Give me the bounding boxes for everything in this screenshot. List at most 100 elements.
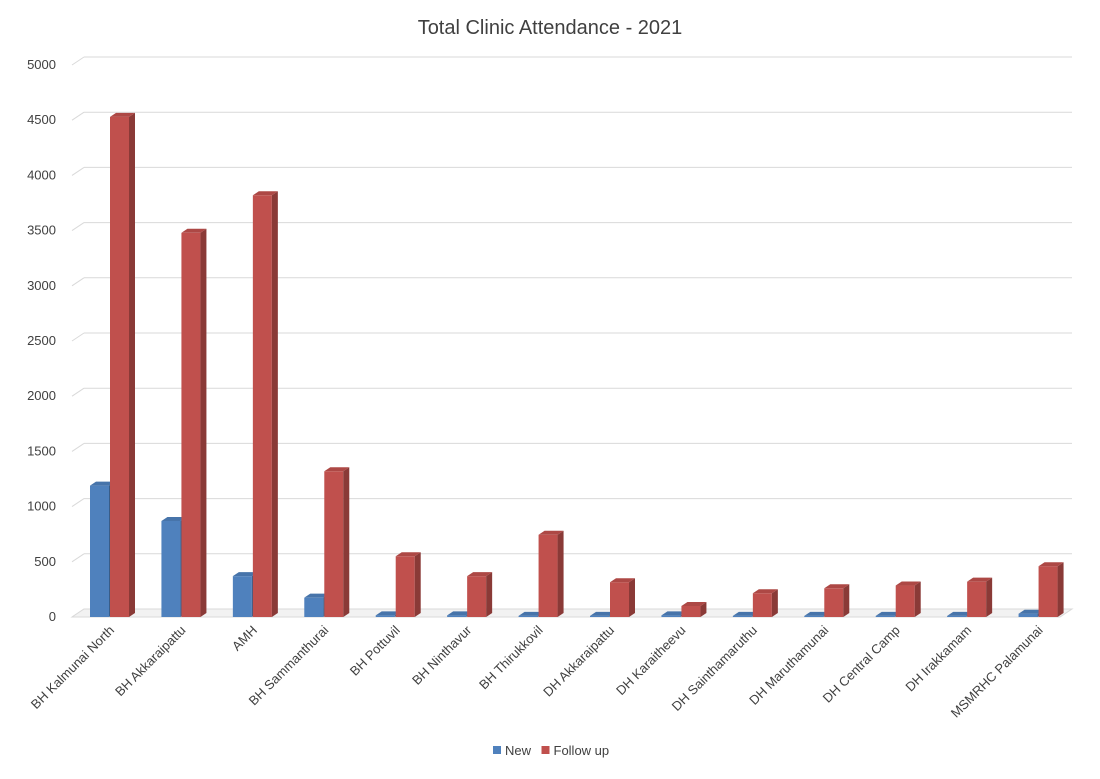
gridline-connector xyxy=(71,166,85,176)
bar-top xyxy=(304,593,330,598)
bar-front xyxy=(375,615,395,617)
bar-follow-up-bh-ninthavur xyxy=(467,572,493,617)
bar-side xyxy=(986,577,993,617)
bar-top xyxy=(232,572,258,577)
bar-top xyxy=(967,577,993,582)
bar-side xyxy=(129,112,135,617)
bar-front xyxy=(752,593,772,617)
x-tick-label-bh-kalmunai-north: BH Kalmunai North xyxy=(28,623,117,712)
bar-front xyxy=(967,581,987,617)
bar-top xyxy=(395,552,421,557)
bar-front xyxy=(467,576,487,617)
bar-side xyxy=(914,581,921,617)
bar-follow-up-dh-central-camp xyxy=(895,581,921,617)
gridline-connector xyxy=(71,442,85,452)
bar-top xyxy=(610,578,635,583)
bar-follow-up-dh-maruthamunai xyxy=(824,584,850,617)
legend-swatch-follow-up xyxy=(541,746,550,754)
bar-front xyxy=(324,471,344,617)
bar-front xyxy=(1038,566,1058,617)
bar-side xyxy=(343,467,350,617)
bar-front xyxy=(252,195,272,617)
gridline-connector xyxy=(71,553,85,563)
bar-top xyxy=(732,611,758,616)
bar-side xyxy=(1057,562,1064,617)
y-tick-label: 500 xyxy=(34,554,56,569)
gridline-connector xyxy=(71,56,85,66)
legend-label-follow-up: Follow up xyxy=(554,743,610,758)
bar-front xyxy=(110,116,129,617)
gridlines xyxy=(71,56,1072,618)
bar-follow-up-bh-akkaraipattu xyxy=(181,228,207,618)
bar-follow-up-amh xyxy=(252,191,278,617)
bar-side xyxy=(557,530,564,617)
bar-side xyxy=(271,191,278,617)
bar-front xyxy=(518,615,538,617)
gridline-connector xyxy=(71,111,85,121)
y-tick-label: 1000 xyxy=(27,499,56,514)
bar-top xyxy=(895,581,921,586)
bar-front xyxy=(895,585,915,617)
x-tick-label-dh-central-camp: DH Central Camp xyxy=(820,623,903,706)
legend-swatch-new xyxy=(493,746,501,754)
chart-floor xyxy=(70,608,1074,618)
bar-front xyxy=(161,520,181,617)
bar-side xyxy=(414,552,421,617)
bar-front xyxy=(590,615,609,617)
y-tick-label: 5000 xyxy=(27,57,56,72)
y-tick-label: 2000 xyxy=(27,388,56,403)
bar-top xyxy=(681,601,707,606)
bar-top xyxy=(661,611,687,616)
bar-front xyxy=(824,588,844,617)
bar-front xyxy=(181,232,201,618)
bar-top xyxy=(824,584,850,589)
bar-front xyxy=(610,582,629,617)
bar-follow-up-dh-sainthamaruthu xyxy=(752,589,778,617)
bar-front xyxy=(661,615,681,617)
bar-top xyxy=(467,572,493,577)
y-tick-label: 4000 xyxy=(27,167,56,182)
bar-top xyxy=(252,191,278,196)
y-tick-label: 2500 xyxy=(27,333,56,348)
x-tick-label-amh: AMH xyxy=(229,623,260,654)
bar-side xyxy=(486,572,493,617)
y-axis-ticks: 0 500 1000 1500 2000 2500 3000 3500 4000 4500 5000 xyxy=(27,57,56,624)
bar-front xyxy=(304,597,324,617)
x-tick-label-bh-sammanthurai: BH Sammanthurai xyxy=(246,622,332,708)
bar-front xyxy=(947,615,967,617)
bar-front xyxy=(1018,613,1038,617)
gridline-connector xyxy=(71,387,85,397)
bar-top xyxy=(324,467,350,472)
x-tick-label-dh-karaitheevu: DH Karaitheevu xyxy=(613,623,689,699)
x-tick-label-bh-thirukkovil: BH Thirukkovil xyxy=(476,622,546,692)
bar-front xyxy=(538,534,558,617)
bar-side xyxy=(700,601,707,617)
bar-top xyxy=(752,589,778,594)
bar-top xyxy=(538,530,564,535)
bar-front xyxy=(395,556,415,617)
bar-top xyxy=(1038,562,1064,567)
y-tick-label: 4500 xyxy=(27,112,56,127)
y-tick-label: 3000 xyxy=(27,278,56,293)
x-tick-label-bh-pottuvil: BH Pottuvil xyxy=(347,622,403,678)
gridline-connector xyxy=(71,222,85,232)
bar-top xyxy=(518,611,544,616)
x-tick-label-dh-akkaraipattu: DH Akkaraipattu xyxy=(540,623,617,700)
x-tick-label-bh-akkaraipattu: BH Akkaraipattu xyxy=(112,623,189,700)
bar-front xyxy=(804,615,824,617)
bar-side xyxy=(200,228,207,618)
bar-top xyxy=(1018,609,1044,614)
bar-follow-up-msmrhc-palamunai xyxy=(1038,562,1064,617)
bar-side xyxy=(629,578,635,617)
gridline-connector xyxy=(71,277,85,287)
bar-front xyxy=(232,576,252,617)
legend: New Follow up xyxy=(493,743,609,758)
bar-front xyxy=(447,615,467,617)
y-tick-label: 3500 xyxy=(27,223,56,238)
y-tick-label: 1500 xyxy=(27,443,56,458)
bar-front xyxy=(681,605,701,617)
x-tick-label-bh-ninthavur: BH Ninthavur xyxy=(409,622,475,688)
